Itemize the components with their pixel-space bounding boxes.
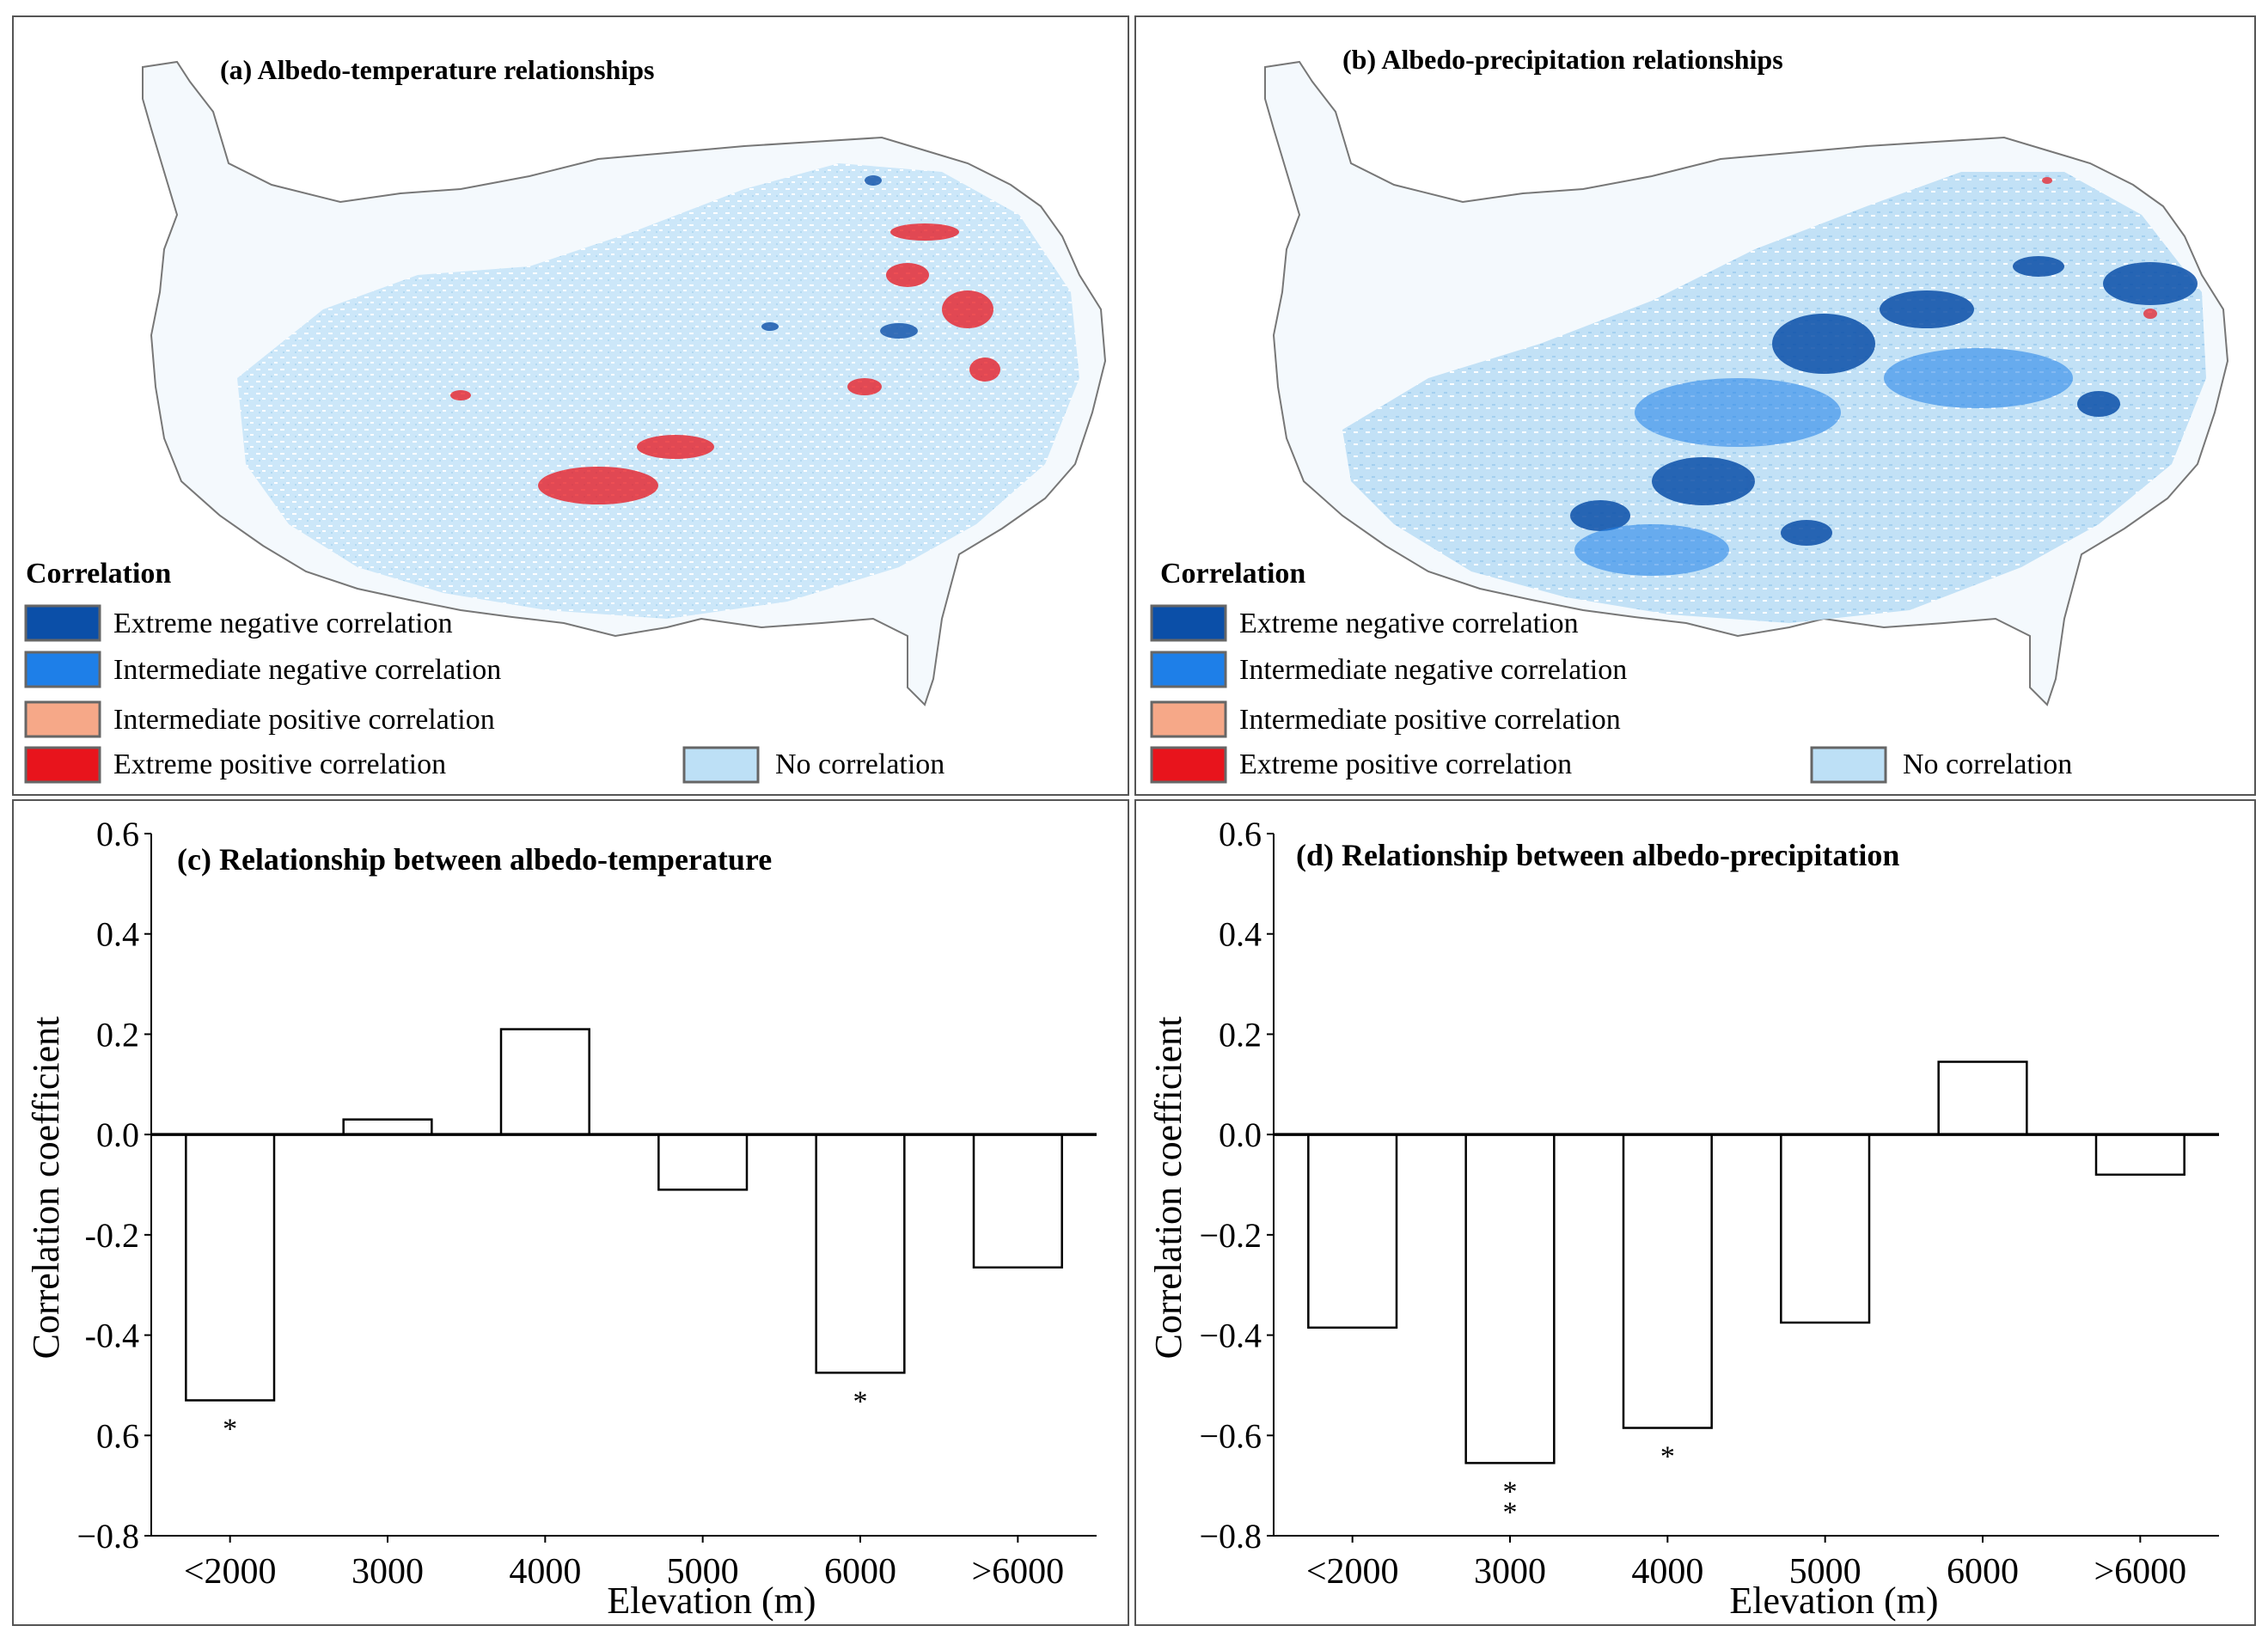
chart-d-ylabel: Correlation coefficient bbox=[1147, 1017, 1189, 1360]
bar-5000 bbox=[1780, 1133, 1871, 1324]
no-correlation-area-a bbox=[237, 163, 1079, 619]
y-tick-label: −0.8 bbox=[76, 1517, 139, 1555]
x-tick-label: 3000 bbox=[352, 1552, 424, 1592]
x-tick-label: 6000 bbox=[1947, 1552, 2019, 1592]
legend-swatch bbox=[24, 746, 101, 784]
legend-label: Intermediate positive correlation bbox=[113, 704, 495, 736]
bar->6000 bbox=[2094, 1133, 2185, 1177]
legend-item: Extreme positive correlation bbox=[1150, 746, 1572, 784]
bar-3000 bbox=[342, 1118, 433, 1136]
legend-swatch bbox=[1150, 604, 1227, 642]
y-tick-label: −0.6 bbox=[1199, 1416, 1262, 1455]
legend-swatch bbox=[682, 746, 760, 784]
legend-label: No correlation bbox=[1903, 749, 2072, 780]
chart-c-xlabel: Elevation (m) bbox=[607, 1580, 816, 1622]
y-tick-label: −0.8 bbox=[1199, 1517, 1262, 1555]
legend-item: No correlation bbox=[682, 746, 944, 784]
y-tick-label: 0.6 bbox=[1219, 815, 1262, 853]
significance-marker: * bbox=[223, 1413, 237, 1445]
bar-4000 bbox=[499, 1028, 590, 1136]
map-a-legend-title: Correlation bbox=[26, 558, 171, 590]
legend-swatch bbox=[1810, 746, 1887, 784]
legend-label: No correlation bbox=[775, 749, 944, 780]
chart-d-xlabel: Elevation (m) bbox=[1729, 1580, 1938, 1622]
legend-label: Extreme positive correlation bbox=[113, 749, 446, 780]
map-b-title: (b) Albedo-precipitation relationships bbox=[1342, 44, 1783, 75]
legend-swatch bbox=[24, 700, 101, 738]
chart-c-svg: (c) Relationship between albedo-temperat… bbox=[25, 815, 1097, 1622]
legend-item: Intermediate negative correlation bbox=[24, 651, 501, 688]
mid-negative-patches-b bbox=[1574, 348, 2073, 576]
chart-d-svg: (d) Relationship between albedo-precipit… bbox=[1147, 815, 2219, 1622]
legend-swatch bbox=[1150, 746, 1227, 784]
legend-label: Intermediate negative correlation bbox=[113, 654, 501, 686]
chart-c-ylabel: Correlation coefficient bbox=[25, 1017, 67, 1360]
bar->6000 bbox=[972, 1133, 1063, 1269]
positive-patches-b bbox=[2042, 177, 2157, 319]
x-tick-label: <2000 bbox=[1306, 1552, 1399, 1592]
map-panel-b: (b) Albedo-precipitation relationships C… bbox=[1134, 15, 2256, 796]
legend-swatch bbox=[1150, 651, 1227, 688]
x-tick-label: 4000 bbox=[1631, 1552, 1703, 1592]
legend-item: Extreme positive correlation bbox=[24, 746, 446, 784]
bar-5000 bbox=[657, 1133, 749, 1191]
y-tick-label: 0.4 bbox=[96, 915, 139, 954]
significance-marker: * bbox=[1503, 1476, 1518, 1507]
legend-item: Intermediate positive correlation bbox=[24, 700, 495, 738]
legend-item: Extreme negative correlation bbox=[24, 604, 453, 642]
chart-d-title: (d) Relationship between albedo-precipit… bbox=[1296, 838, 1899, 872]
y-tick-label: -0.2 bbox=[85, 1216, 139, 1255]
y-tick-label: 0.2 bbox=[96, 1015, 139, 1054]
bar-3000 bbox=[1464, 1133, 1556, 1464]
legend-swatch bbox=[24, 651, 101, 688]
map-b-legend-title: Correlation bbox=[1160, 558, 1305, 590]
y-tick-label: −0.2 bbox=[1199, 1216, 1262, 1255]
legend-label: Extreme negative correlation bbox=[1239, 608, 1579, 639]
map-panel-a: (a) Albedo-temperature relationships Cor… bbox=[12, 15, 1129, 796]
legend-item: Intermediate negative correlation bbox=[1150, 651, 1627, 688]
x-tick-label: 5000 bbox=[667, 1552, 739, 1592]
map-b-svg: (b) Albedo-precipitation relationships C… bbox=[1150, 44, 2229, 784]
legend-item: Intermediate positive correlation bbox=[1150, 700, 1621, 738]
bar-<2000 bbox=[1307, 1133, 1398, 1329]
bar-<2000 bbox=[185, 1133, 276, 1402]
bar-6000 bbox=[815, 1133, 906, 1374]
significance-marker: * bbox=[1503, 1496, 1518, 1528]
y-tick-label: -0.4 bbox=[85, 1317, 139, 1355]
x-tick-label: >6000 bbox=[2094, 1552, 2186, 1592]
y-tick-label: 0.0 bbox=[96, 1115, 139, 1154]
legend-label: Intermediate positive correlation bbox=[1239, 704, 1621, 736]
x-tick-label: 3000 bbox=[1474, 1552, 1546, 1592]
y-tick-label: 0.4 bbox=[1219, 915, 1262, 954]
legend-label: Extreme negative correlation bbox=[113, 608, 453, 639]
y-tick-label: 0.0 bbox=[1219, 1115, 1262, 1154]
legend-label: Extreme positive correlation bbox=[1239, 749, 1572, 780]
x-tick-label: 6000 bbox=[824, 1552, 896, 1592]
y-tick-label: 0.6 bbox=[96, 1416, 139, 1455]
legend-swatch bbox=[24, 604, 101, 642]
y-tick-label: 0.6 bbox=[96, 815, 139, 853]
legend-item: No correlation bbox=[1810, 746, 2072, 784]
map-a-title: (a) Albedo-temperature relationships bbox=[220, 54, 654, 85]
positive-patches-a bbox=[450, 223, 1000, 504]
chart-panel-c: (c) Relationship between albedo-temperat… bbox=[12, 799, 1129, 1626]
significance-marker: * bbox=[1660, 1441, 1675, 1473]
negative-patches-a bbox=[761, 175, 918, 339]
x-tick-label: 4000 bbox=[509, 1552, 581, 1592]
y-tick-label: 0.2 bbox=[1219, 1015, 1262, 1054]
legend-label: Intermediate negative correlation bbox=[1239, 654, 1627, 686]
legend-swatch bbox=[1150, 700, 1227, 738]
chart-c-title: (c) Relationship between albedo-temperat… bbox=[177, 842, 772, 877]
x-tick-label: >6000 bbox=[971, 1552, 1064, 1592]
map-a-svg: (a) Albedo-temperature relationships Cor… bbox=[24, 54, 1107, 784]
x-tick-label: <2000 bbox=[184, 1552, 277, 1592]
bar-6000 bbox=[1937, 1060, 2028, 1136]
legend-item: Extreme negative correlation bbox=[1150, 604, 1579, 642]
x-tick-label: 5000 bbox=[1789, 1552, 1861, 1592]
chart-panel-d: (d) Relationship between albedo-precipit… bbox=[1134, 799, 2256, 1626]
negative-patches-b bbox=[1570, 256, 2198, 546]
y-tick-label: −0.4 bbox=[1199, 1317, 1262, 1355]
significance-marker: * bbox=[853, 1385, 868, 1417]
bar-4000 bbox=[1622, 1133, 1713, 1429]
